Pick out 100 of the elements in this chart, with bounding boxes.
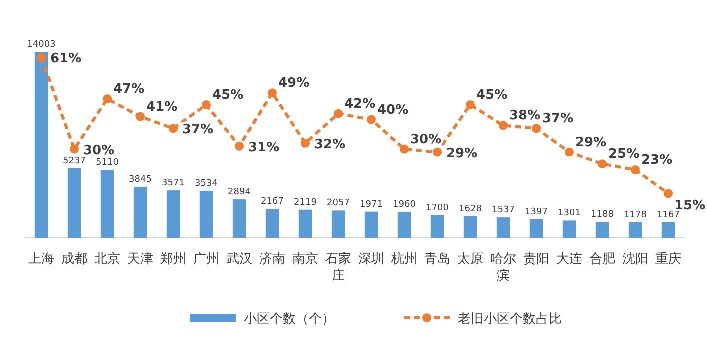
- point: [466, 100, 476, 110]
- x-tick-label: 济南: [260, 252, 286, 267]
- data-label: 29%: [446, 146, 478, 162]
- data-label: 3534: [195, 179, 218, 190]
- bar: [266, 209, 280, 238]
- data-label: 5237: [63, 156, 86, 166]
- legend-label: 老旧小区个数占比: [458, 312, 562, 327]
- point: [664, 189, 674, 198]
- data-label: 37%: [182, 122, 214, 138]
- data-label: 2057: [327, 198, 350, 209]
- x-tick-label: 上海: [28, 252, 54, 267]
- point: [36, 53, 46, 62]
- x-tick-label: 南京: [292, 252, 318, 267]
- data-label: 45%: [476, 88, 508, 103]
- bar: [200, 191, 214, 238]
- point: [300, 138, 310, 148]
- bar: [166, 190, 180, 238]
- data-label: 37%: [542, 112, 574, 127]
- x-tick-label: 重庆: [656, 252, 682, 267]
- point: [598, 160, 608, 169]
- data-label: 47%: [114, 82, 145, 98]
- bar: [298, 210, 312, 238]
- x-tick-label: 成都: [62, 252, 88, 267]
- data-label: 30%: [410, 132, 442, 148]
- data-label: 2167: [261, 197, 284, 208]
- point: [498, 121, 508, 130]
- data-label: 41%: [146, 100, 178, 115]
- data-label: 1188: [591, 210, 614, 220]
- data-label: 38%: [510, 108, 541, 124]
- bar: [562, 220, 576, 238]
- point: [400, 144, 410, 154]
- x-tick-label: 哈尔滨: [490, 252, 516, 284]
- x-tick-label: 北京: [94, 252, 120, 267]
- data-label: 1700: [426, 203, 450, 214]
- x-tick-label: 石家庄: [326, 251, 352, 284]
- data-label: 1397: [525, 207, 548, 218]
- data-label: 1960: [393, 200, 416, 210]
- point: [136, 112, 146, 122]
- data-label: 3845: [129, 174, 152, 185]
- bar: [662, 222, 676, 238]
- x-tick-label: 大连: [556, 252, 582, 267]
- bar: [34, 52, 48, 238]
- point: [366, 115, 376, 124]
- point: [334, 109, 344, 118]
- point: [630, 166, 640, 175]
- point: [532, 124, 542, 134]
- data-label: 14003: [27, 40, 56, 50]
- data-label: 1628: [459, 204, 482, 214]
- data-label: 32%: [314, 137, 346, 152]
- point: [234, 142, 244, 151]
- data-label: 3571: [162, 178, 185, 189]
- data-label: 2894: [228, 188, 252, 198]
- bar: [496, 218, 510, 238]
- bar: [232, 200, 246, 238]
- x-tick-label: 杭州: [390, 252, 418, 267]
- data-label: 31%: [248, 140, 280, 156]
- x-tick-label: 青岛: [424, 252, 450, 267]
- data-label: 1971: [360, 200, 383, 210]
- x-tick-label: 合肥: [590, 252, 616, 267]
- point: [102, 94, 112, 104]
- data-label: 61%: [50, 52, 82, 67]
- bar: [596, 222, 610, 238]
- legend-label: 小区个数（个）: [244, 312, 335, 327]
- x-tick-label: 深圳: [358, 252, 384, 267]
- bar: [100, 170, 114, 238]
- data-label: 29%: [576, 135, 607, 150]
- point: [202, 100, 212, 110]
- data-label: 23%: [642, 153, 673, 168]
- bar: [628, 222, 642, 238]
- point: [70, 144, 80, 154]
- data-label: 30%: [84, 143, 115, 158]
- bar: [464, 216, 478, 238]
- bar: [530, 219, 544, 238]
- data-label: 1178: [624, 210, 648, 220]
- point: [268, 88, 278, 98]
- x-tick-label: 郑州: [160, 252, 186, 267]
- x-tick-label: 武汉: [226, 252, 252, 267]
- data-label: 40%: [378, 102, 409, 118]
- data-label: 1537: [492, 206, 515, 216]
- data-label: 1301: [558, 208, 581, 219]
- point: [432, 148, 442, 157]
- x-tick-label: 贵阳: [524, 252, 550, 267]
- bar: [68, 168, 82, 238]
- data-label: 2119: [294, 198, 318, 208]
- point: [168, 124, 178, 134]
- x-tick-label: 广州: [194, 252, 220, 267]
- bar: [364, 212, 378, 238]
- data-label: 45%: [212, 88, 244, 103]
- data-label: 5110: [96, 158, 120, 168]
- bar: [332, 210, 346, 238]
- data-label: 49%: [278, 76, 310, 92]
- x-tick-label: 太原: [458, 252, 484, 267]
- data-label: 42%: [344, 96, 376, 112]
- data-label: 25%: [608, 147, 640, 162]
- bar: [430, 215, 444, 238]
- bar: [134, 186, 148, 238]
- x-tick-label: 天津: [128, 252, 154, 267]
- point: [564, 148, 574, 157]
- x-tick-label: 沈阳: [622, 252, 648, 267]
- bar: [398, 212, 412, 238]
